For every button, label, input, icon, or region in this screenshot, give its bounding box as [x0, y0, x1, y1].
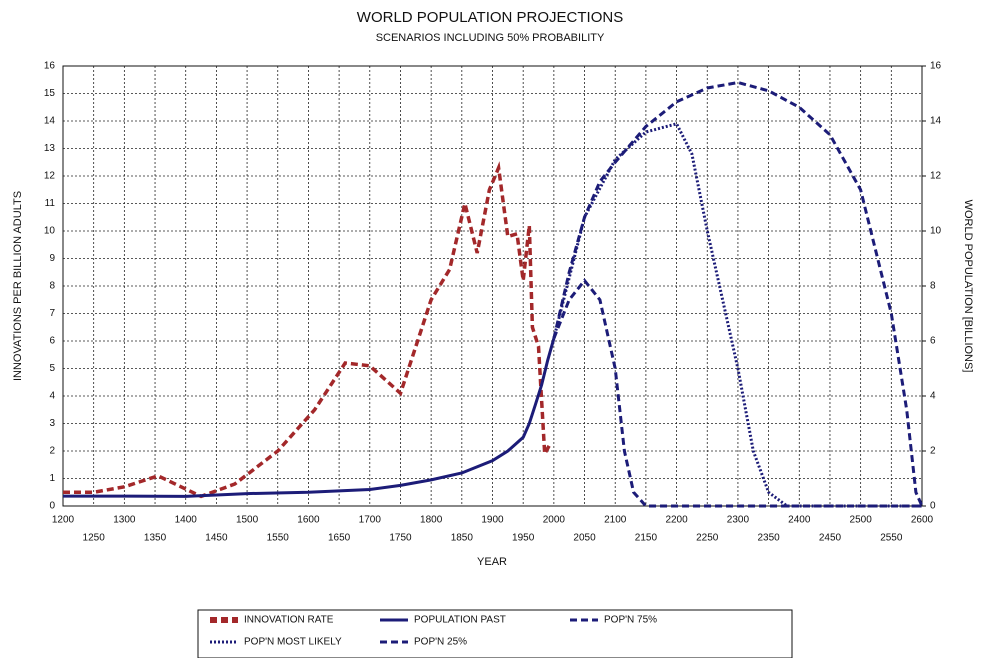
y-tick-label: 9: [49, 253, 55, 264]
x-tick-label: 2100: [604, 515, 627, 526]
chart-title: WORLD POPULATION PROJECTIONS: [357, 9, 623, 26]
x-tick-label: 1700: [359, 515, 382, 526]
x-tick-label: 1300: [113, 515, 136, 526]
series-line: [63, 161, 553, 499]
legend-label: POP'N 75%: [604, 615, 657, 626]
y-tick-label: 15: [44, 88, 56, 99]
x-tick-label: 1350: [144, 533, 167, 544]
y-tick-label: 14: [44, 116, 56, 127]
x-axis-label: YEAR: [477, 556, 507, 568]
y-tick-label: 12: [44, 171, 56, 182]
y2-tick-label: 8: [930, 281, 936, 292]
legend-box: [197, 609, 793, 658]
x-tick-label: 2600: [911, 515, 934, 526]
y2-tick-label: 0: [930, 501, 936, 512]
x-tick-label: 2050: [573, 533, 596, 544]
chart-subtitle: SCENARIOS INCLUDING 50% PROBABILITY: [376, 32, 605, 44]
x-tick-label: 2550: [880, 533, 903, 544]
series-line: [552, 278, 922, 508]
x-tick-label: 1900: [481, 515, 504, 526]
x-tick-label: 1600: [297, 515, 320, 526]
plot-frame: [62, 65, 923, 507]
x-tick-label: 2400: [788, 515, 811, 526]
x-tick-label: 1800: [420, 515, 443, 526]
x-tick-label: 2150: [635, 533, 658, 544]
y-tick-label: 8: [49, 281, 55, 292]
y2-tick-label: 16: [930, 61, 942, 72]
x-tick-label: 2200: [665, 515, 688, 526]
y-tick-label: 7: [49, 308, 55, 319]
x-tick-label: 2000: [543, 515, 566, 526]
x-tick-label: 2500: [850, 515, 873, 526]
y-tick-label: 5: [49, 363, 55, 374]
legend-label: POP'N MOST LIKELY: [244, 637, 342, 648]
y-axis-label: INNOVATIONS PER BILLION ADULTS: [12, 191, 24, 381]
y-tick-label: 10: [44, 226, 56, 237]
y-tick-label: 0: [49, 501, 55, 512]
x-tick-label: 1550: [267, 533, 290, 544]
y2-tick-label: 12: [930, 171, 942, 182]
legend-label: INNOVATION RATE: [244, 615, 334, 626]
x-tick-label: 1950: [512, 533, 535, 544]
x-tick-label: 1750: [389, 533, 412, 544]
x-tick-label: 1200: [52, 515, 75, 526]
y-tick-label: 4: [49, 391, 55, 402]
y-tick-label: 1: [49, 473, 55, 484]
x-tick-label: 1250: [83, 533, 106, 544]
y-tick-label: 3: [49, 418, 55, 429]
series-line: [552, 122, 922, 508]
x-tick-label: 1850: [451, 533, 474, 544]
x-tick-label: 1450: [205, 533, 228, 544]
x-tick-label: 2450: [819, 533, 842, 544]
y2-tick-label: 4: [930, 391, 936, 402]
x-tick-label: 1650: [328, 533, 351, 544]
y2-tick-label: 6: [930, 336, 936, 347]
y-tick-label: 16: [44, 61, 56, 72]
legend-label: POP'N 25%: [414, 637, 467, 648]
y-tick-label: 6: [49, 336, 55, 347]
legend-label: POPULATION PAST: [414, 615, 506, 626]
x-tick-label: 2250: [696, 533, 719, 544]
series-line: [63, 337, 556, 498]
y-tick-label: 13: [44, 143, 56, 154]
y2-tick-label: 10: [930, 226, 942, 237]
x-tick-label: 2350: [757, 533, 780, 544]
x-tick-label: 2300: [727, 515, 750, 526]
y2-tick-label: 2: [930, 446, 936, 457]
y2-tick-label: 14: [930, 116, 942, 127]
y2-axis-label: WORLD POPULATION [BILLIONS]: [962, 200, 974, 373]
x-tick-label: 1500: [236, 515, 259, 526]
y-tick-label: 11: [45, 198, 56, 209]
x-tick-label: 1400: [175, 515, 198, 526]
y-tick-label: 2: [49, 446, 55, 457]
